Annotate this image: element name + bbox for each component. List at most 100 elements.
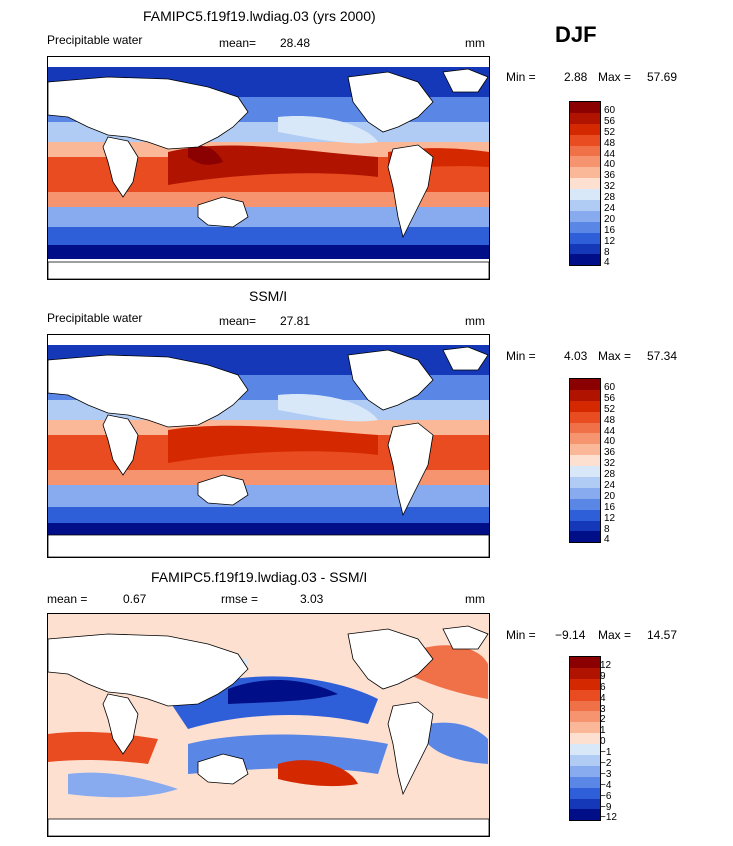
colorbar-tick: 12 — [600, 660, 612, 671]
panel1-mean-value: 28.48 — [280, 36, 311, 50]
colorbar-tick: 12 — [604, 235, 616, 247]
colorbar-swatch — [570, 744, 600, 756]
colorbar-swatch — [570, 400, 600, 412]
colorbar-tick: 16 — [604, 501, 616, 513]
panel2-colorbar — [569, 378, 601, 544]
colorbar-tick: 40 — [604, 436, 616, 448]
panel2-max-label: Max = — [598, 349, 632, 363]
colorbar-swatch — [570, 455, 600, 467]
colorbar-swatch — [570, 809, 600, 821]
panel1-colorbar — [569, 101, 601, 267]
panel3-units: mm — [465, 592, 485, 606]
panel3-map-svg — [48, 614, 489, 836]
colorbar-swatch — [570, 755, 600, 766]
colorbar-tick: −1 — [600, 747, 612, 759]
panel3-mean-label: mean = — [47, 592, 88, 606]
colorbar-swatch — [570, 466, 600, 478]
panel1-colorbar-labels: 60 56 52 48 44 40 36 32 28 24 20 16 12 8… — [604, 105, 616, 269]
colorbar-swatch — [570, 733, 600, 745]
colorbar-tick: 8 — [604, 246, 610, 258]
colorbar-swatch — [570, 657, 600, 668]
colorbar-tick: 0 — [600, 736, 606, 748]
colorbar-swatch — [570, 700, 600, 712]
panel3-colorbar-labels: 12 9 6 4 3 2 1 0 −1 −2 −3 −4 −6 −9 −12 — [600, 660, 617, 824]
panel1-min-value: 2.88 — [564, 70, 588, 84]
colorbar-swatch — [570, 487, 600, 499]
colorbar-tick: 2 — [600, 714, 606, 726]
panel3-rmse-value: 3.03 — [300, 592, 324, 606]
colorbar-tick: 52 — [604, 126, 616, 138]
panel1-mean-label: mean= — [219, 36, 257, 50]
panel2-mean-label: mean= — [219, 314, 257, 328]
colorbar-swatch — [570, 411, 600, 423]
colorbar-tick: −9 — [600, 801, 612, 813]
colorbar-tick: −6 — [600, 790, 612, 802]
colorbar-tick: 24 — [604, 203, 616, 215]
panel2-variable-label: Precipitable water — [47, 311, 143, 325]
colorbar-tick: 44 — [604, 425, 616, 437]
colorbar-swatch — [570, 145, 600, 157]
colorbar-tick: 52 — [604, 403, 616, 415]
colorbar-tick: 32 — [604, 458, 616, 470]
panel1-min-label: Min = — [506, 70, 536, 84]
colorbar-tick: 12 — [604, 512, 616, 524]
colorbar-swatch — [570, 498, 600, 510]
panel2-colorbar-labels: 60 56 52 48 44 40 36 32 28 24 20 16 12 8… — [604, 382, 616, 546]
colorbar-tick: 36 — [604, 447, 616, 459]
colorbar-swatch — [570, 221, 600, 233]
panel1-map-svg — [48, 57, 489, 279]
colorbar-swatch — [570, 102, 600, 113]
colorbar-swatch — [570, 667, 600, 679]
colorbar-swatch — [570, 232, 600, 244]
colorbar-tick: 4 — [600, 692, 606, 704]
colorbar-tick: −12 — [600, 812, 617, 824]
panel3-colorbar — [569, 656, 601, 822]
colorbar-tick: 6 — [600, 681, 606, 693]
colorbar-swatch — [570, 389, 600, 401]
panel2-units: mm — [465, 314, 485, 328]
panel2-max-value: 57.34 — [647, 349, 678, 363]
colorbar-tick: 1 — [600, 725, 606, 737]
colorbar-tick: −2 — [600, 758, 612, 770]
colorbar-tick: 24 — [604, 480, 616, 492]
colorbar-swatch — [570, 210, 600, 222]
colorbar-tick: −4 — [600, 779, 612, 791]
colorbar-tick: 9 — [600, 670, 606, 682]
panel1-variable-label: Precipitable water — [47, 33, 143, 47]
panel3-min-label: Min = — [506, 628, 536, 642]
colorbar-tick: 56 — [604, 115, 616, 127]
colorbar-swatch — [570, 722, 600, 734]
colorbar-swatch — [570, 509, 600, 521]
panel3-max-label: Max = — [598, 628, 632, 642]
colorbar-tick: 4 — [604, 534, 610, 546]
colorbar-swatch — [570, 433, 600, 445]
colorbar-swatch — [570, 711, 600, 723]
panel1-units: mm — [465, 36, 485, 50]
colorbar-swatch — [570, 798, 600, 810]
colorbar-swatch — [570, 112, 600, 124]
panel1-max-label: Max = — [598, 70, 632, 84]
colorbar-swatch — [570, 531, 600, 543]
colorbar-tick: 8 — [604, 523, 610, 535]
colorbar-tick: 20 — [604, 213, 616, 225]
colorbar-swatch — [570, 200, 600, 211]
colorbar-tick: 60 — [604, 105, 616, 116]
colorbar-swatch — [570, 123, 600, 135]
panel3-rmse-label: rmse = — [221, 592, 259, 606]
colorbar-tick: 48 — [604, 137, 616, 149]
colorbar-tick: 44 — [604, 148, 616, 160]
colorbar-tick: 56 — [604, 392, 616, 404]
panel1-map — [47, 56, 490, 280]
panel1-max-value: 57.69 — [647, 70, 678, 84]
colorbar-tick: 32 — [604, 181, 616, 193]
colorbar-tick: −3 — [600, 768, 612, 780]
panel2-mean-value: 27.81 — [280, 314, 311, 328]
panel3-title: FAMIPC5.f19f19.lwdiag.03 - SSM/I — [151, 569, 368, 585]
colorbar-swatch — [570, 765, 600, 777]
panel2-map — [47, 334, 490, 558]
colorbar-tick: 60 — [604, 382, 616, 393]
colorbar-tick: 36 — [604, 170, 616, 182]
panel1-title: FAMIPC5.f19f19.lwdiag.03 (yrs 2000) — [143, 8, 376, 24]
colorbar-swatch — [570, 167, 600, 179]
panel3-min-value: −9.14 — [555, 628, 586, 642]
